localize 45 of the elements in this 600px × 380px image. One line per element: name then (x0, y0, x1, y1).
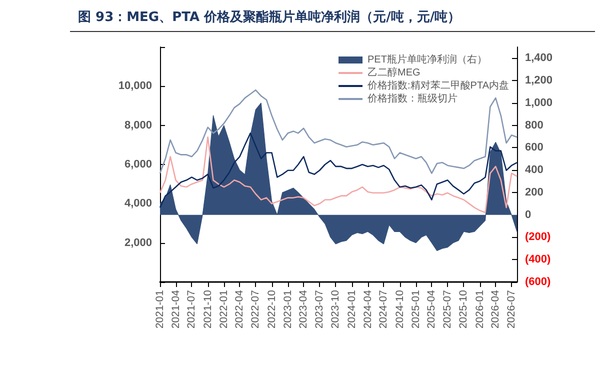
x-tick-label: 2023-01 (282, 290, 294, 329)
y2-tick-label: (200) (525, 231, 552, 244)
legend-label: 价格指数:精对苯二甲酸PTA内盘 (366, 80, 509, 92)
y2-tick-label: 400 (525, 164, 544, 176)
x-tick-label: 2023-07 (314, 290, 326, 329)
y-tick-label: 2,000 (124, 236, 152, 249)
y-tick-label: 10,000 (118, 80, 152, 92)
x-tick-label: 2025-07 (442, 290, 454, 329)
y2-tick-label: 1,200 (525, 74, 553, 87)
x-tick-label: 2025-04 (426, 290, 438, 329)
x-tick-label: 2024-10 (394, 290, 406, 329)
x-tick-label: 2022-10 (266, 290, 278, 329)
y-tick-label: 6,000 (124, 158, 152, 170)
legend-label: 乙二醇MEG (368, 66, 421, 78)
y2-tick-label: 0 (525, 208, 532, 221)
x-tick-label: 2026-04 (490, 290, 502, 329)
x-tick-label: 2021-01 (154, 290, 166, 329)
x-tick-label: 2021-10 (202, 290, 214, 329)
legend-label: 价格指数：瓶级切片 (366, 92, 458, 104)
x-tick-label: 2023-10 (330, 290, 342, 329)
x-tick-label: 2024-07 (378, 290, 390, 329)
x-tick-label: 2026-07 (506, 290, 518, 329)
x-tick-label: 2025-01 (410, 290, 422, 329)
x-tick-label: 2022-01 (218, 290, 230, 329)
x-tick-label: 2024-01 (346, 290, 358, 329)
x-tick-label: 2022-04 (234, 290, 246, 329)
line-series (159, 89, 518, 174)
y-tick-label: 8,000 (124, 119, 152, 132)
y2-tick-label: 800 (525, 119, 544, 132)
x-tick-label: 2022-07 (250, 290, 262, 329)
legend-label: PET瓶片单吨净利润（右） (368, 54, 487, 66)
x-tick-label: 2021-04 (170, 290, 182, 329)
x-tick-label: 2024-04 (362, 290, 374, 329)
x-tick-label: 2026-01 (474, 290, 486, 329)
chart-title: 图 93：MEG、PTA 价格及聚酯瓶片单吨净利润（元/吨，元/吨） (70, 8, 595, 32)
x-tick-label: 2025-10 (458, 290, 470, 329)
y-tick-label: 4,000 (124, 198, 152, 210)
y2-tick-label: 1,400 (525, 52, 553, 64)
y2-tick-label: 200 (525, 186, 544, 198)
x-tick-label: 2021-07 (186, 290, 198, 329)
y2-tick-label: 1,000 (525, 96, 553, 109)
y2-tick-label: (400) (525, 254, 552, 266)
y2-tick-label: 600 (525, 142, 544, 154)
x-tick-label: 2023-04 (298, 290, 310, 329)
y2-tick-label: (600) (525, 276, 552, 288)
